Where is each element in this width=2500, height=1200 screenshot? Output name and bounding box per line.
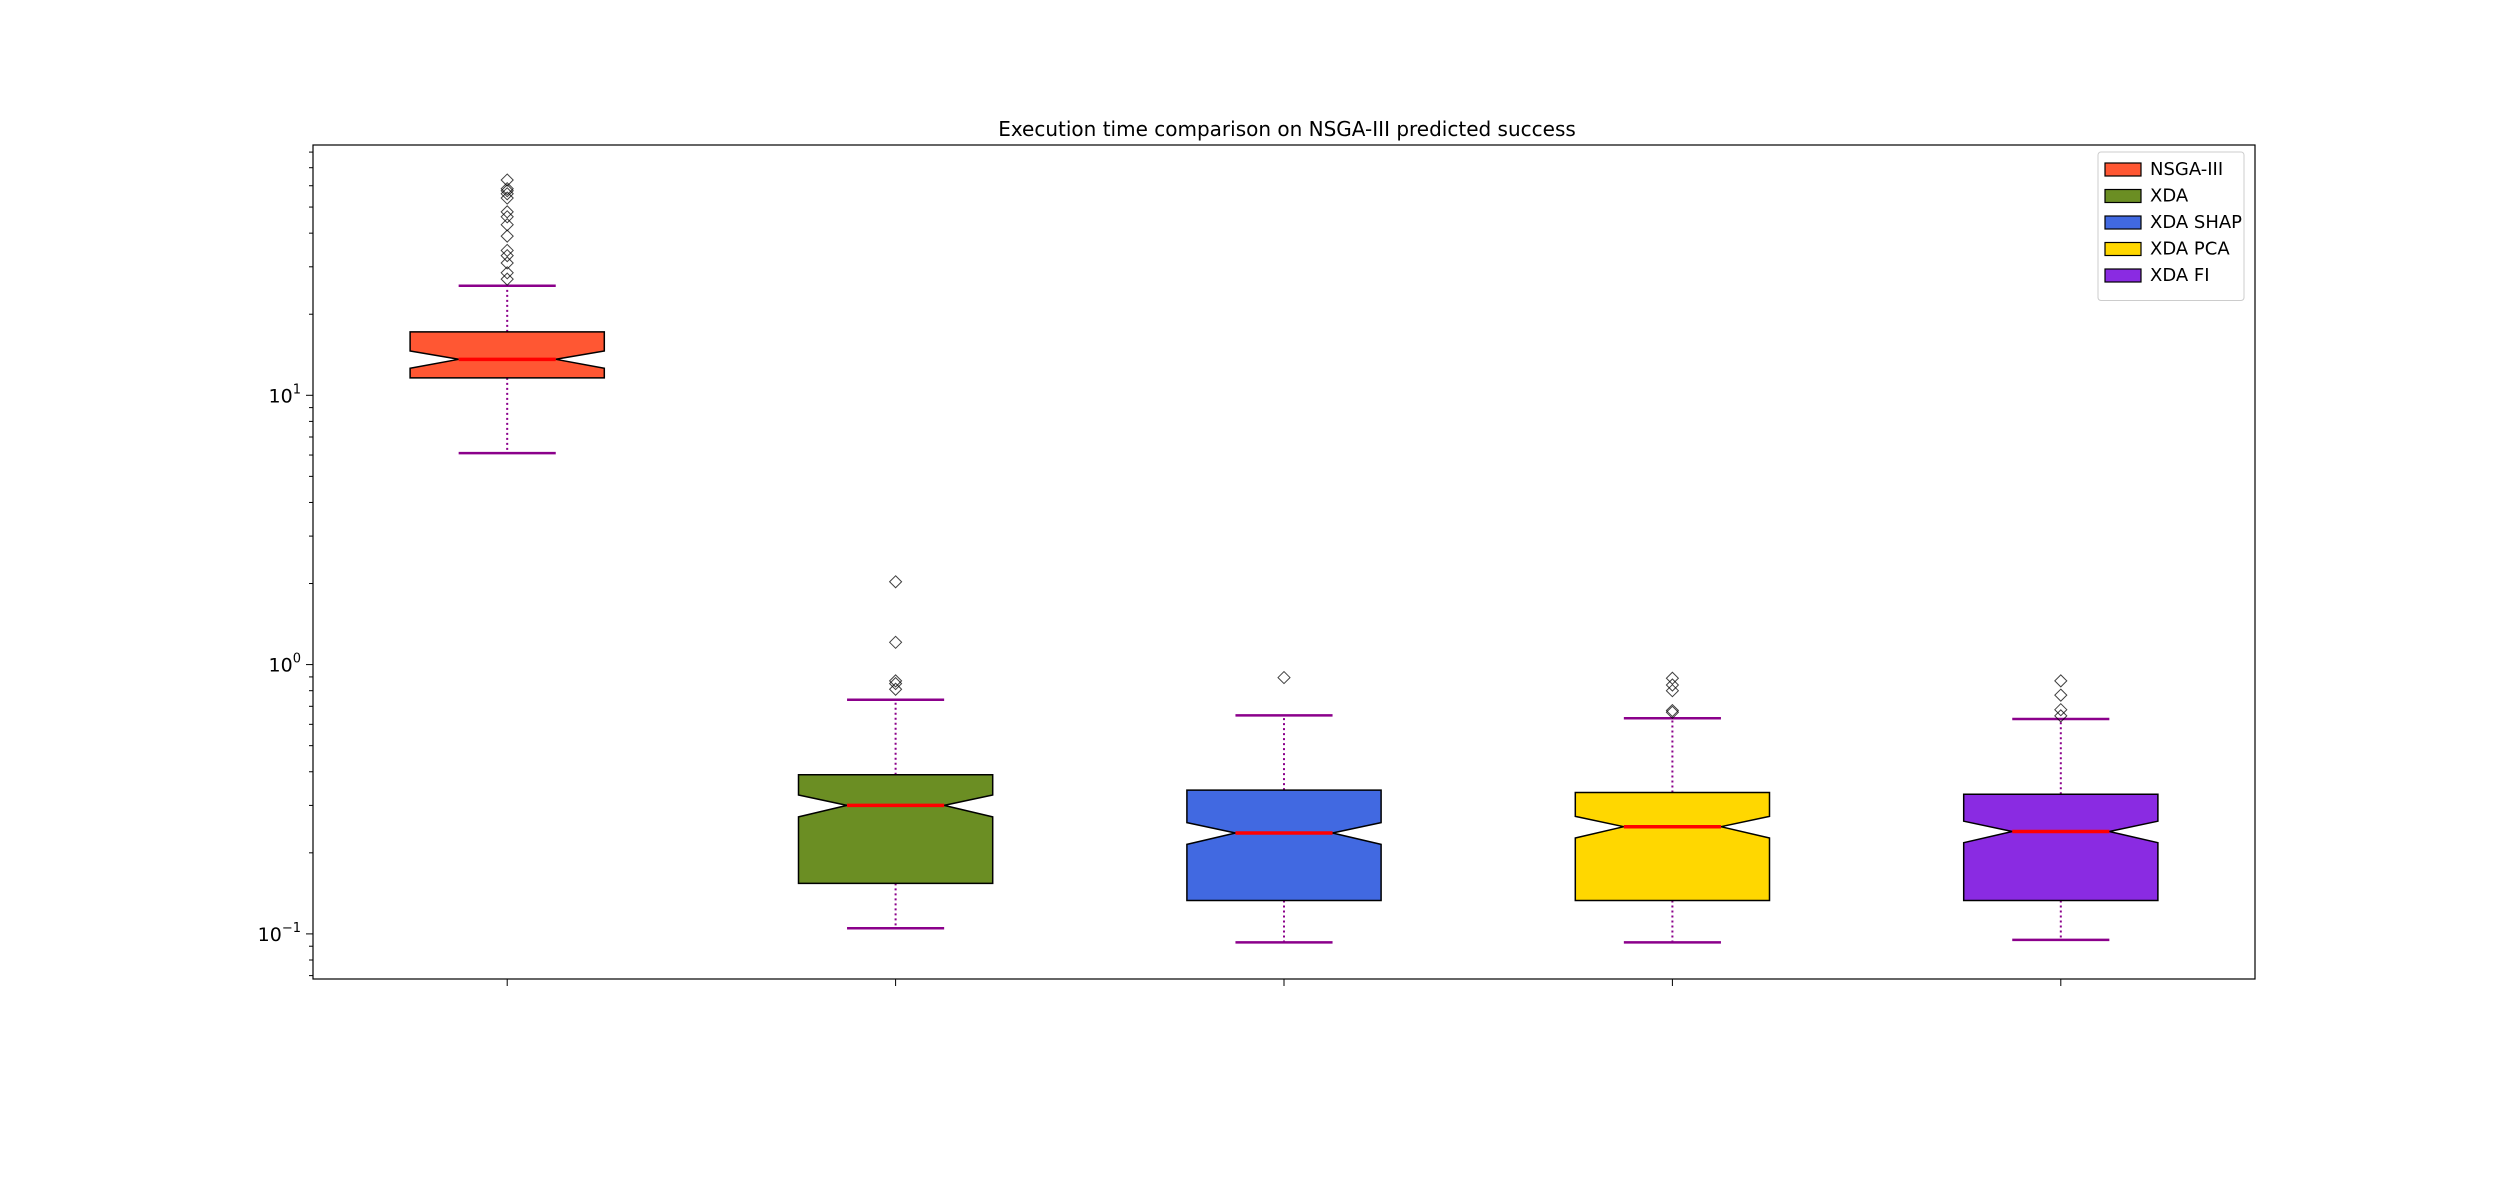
y-tick-label-exponent: 0 [293,652,301,667]
outlier-point [888,682,903,696]
box-body [1962,793,2159,902]
outlier-point [500,217,514,232]
y-tick-label-exponent: 1 [293,382,301,397]
y-tick-label-base: 10 [269,655,293,677]
outlier-point [500,173,514,187]
outlier-point [500,272,514,286]
outlier-point [1665,703,1680,718]
outlier-point [888,575,903,589]
outlier-point [1665,705,1680,720]
box-xda-fi [1962,674,2159,942]
legend-swatch [2104,162,2142,177]
legend-label: XDA SHAP [2150,212,2242,233]
outlier-point [2054,674,2068,688]
y-tick-label: 101 [269,382,301,407]
box-xda [797,575,994,930]
legend-swatch [2104,188,2142,204]
boxes-layer [409,173,2159,944]
outlier-point [500,243,514,258]
outlier-point [500,187,514,201]
box-body [1574,791,1771,902]
legend-label: XDA [2150,186,2189,207]
x-axis [506,979,2062,986]
legend-label: XDA PCA [2150,239,2230,260]
outlier-point [500,248,514,263]
outlier-point [500,210,514,224]
outlier-point [500,184,514,198]
outlier-point [2054,702,2068,717]
outlier-point [888,674,903,688]
y-tick-label-base: 10 [258,924,282,946]
y-tick-label-base: 10 [269,385,293,407]
outlier-point [1665,671,1680,685]
box-xda-shap [1186,670,1382,944]
chart-title: Execution time comparison on NSGA-III pr… [998,117,1576,141]
outlier-point [1665,683,1680,698]
outlier-point [1665,678,1680,692]
outlier-point [500,181,514,196]
y-tick-label: 10−1 [258,921,301,946]
y-tick-label-exponent: −1 [282,921,301,936]
outlier-point [2054,709,2068,723]
outlier-point [2054,688,2068,702]
outlier-point [500,266,514,280]
legend-label: XDA FI [2150,265,2210,286]
outlier-point [500,229,514,243]
legend-swatch [2104,215,2142,230]
outlier-point [888,635,903,650]
box-nsga-iii [409,173,606,455]
legend: NSGA-III XDA XDA SHAP XDA PCA XDA FI [2097,151,2245,301]
box-xda-pca [1574,671,1771,944]
legend-label: NSGA-III [2150,159,2223,180]
box-body [797,773,994,885]
outlier-point [500,205,514,219]
outlier-point [1277,670,1291,685]
outlier-point [888,676,903,691]
outlier-point [500,256,514,270]
legend-swatch [2104,241,2142,257]
box-body [1186,789,1382,902]
box-body [409,331,606,379]
y-tick-label: 100 [269,652,301,677]
legend-swatch [2104,268,2142,283]
